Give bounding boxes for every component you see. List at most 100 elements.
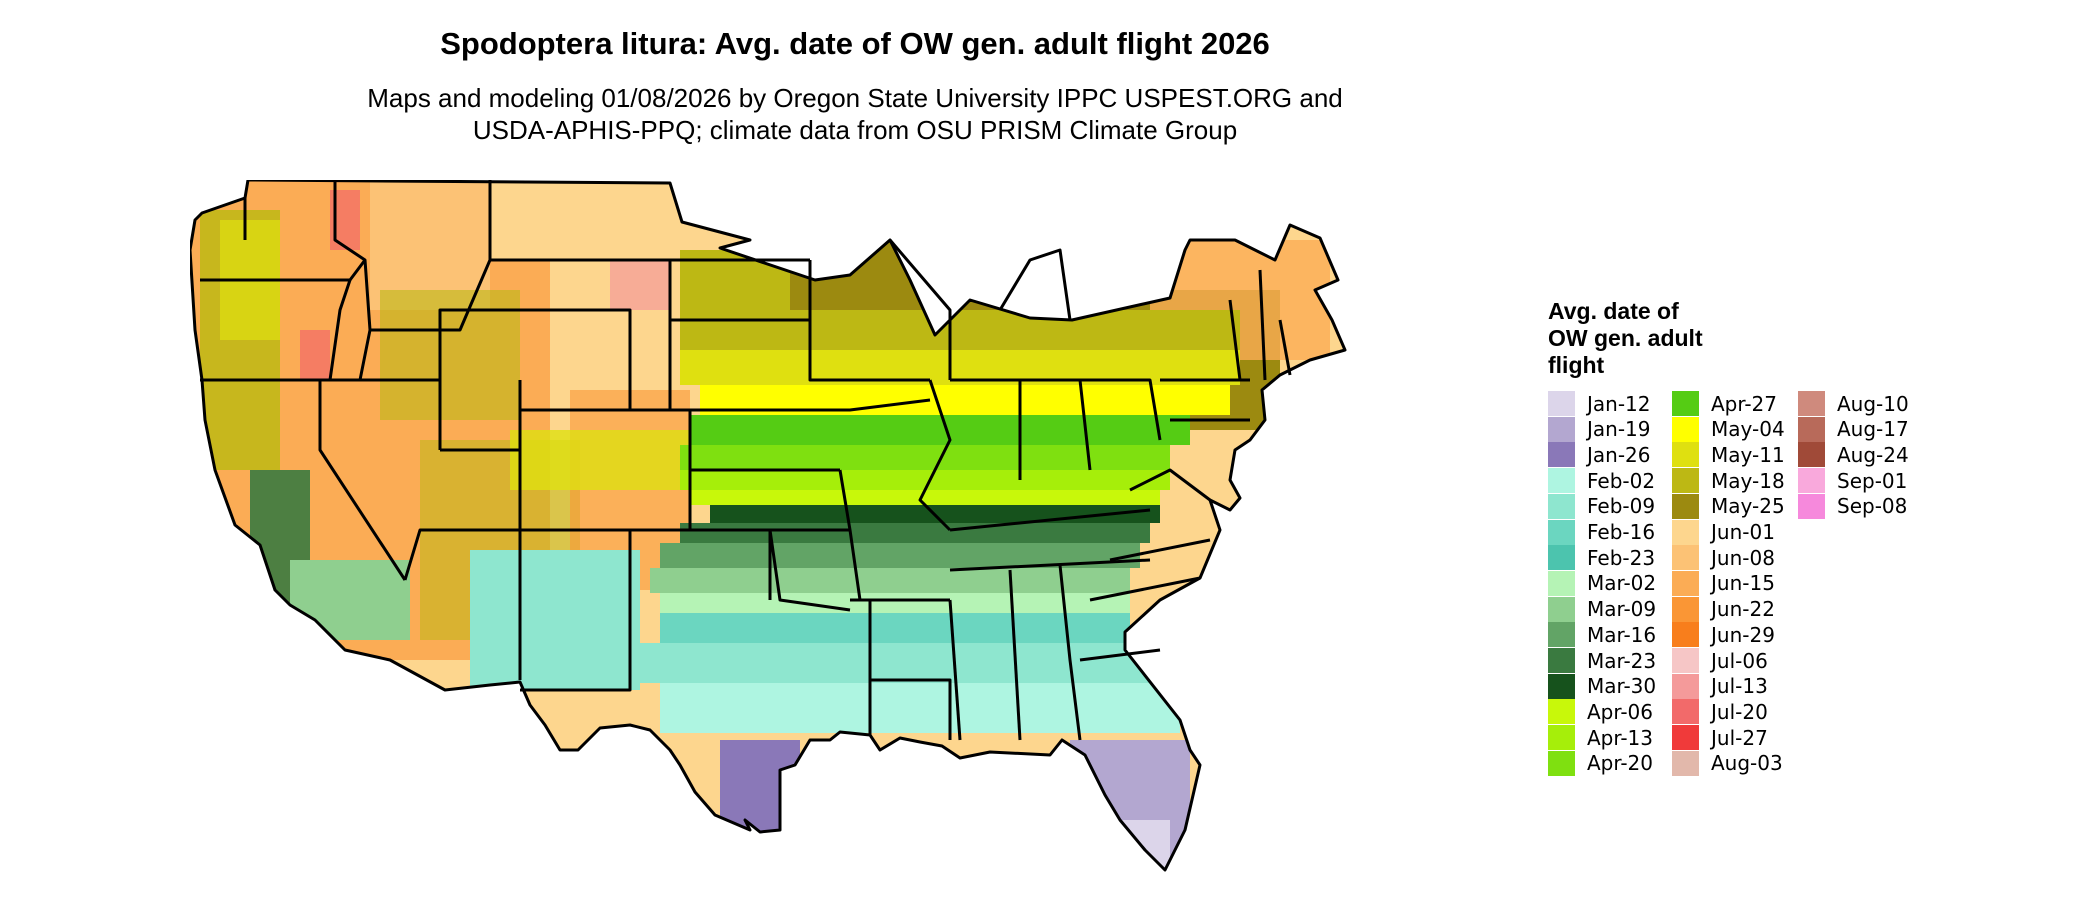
southwest-yellow [510,430,690,490]
legend-item: Sep-08 [1798,493,1908,519]
legend-swatch [1548,519,1575,545]
legend-item: Aug-24 [1798,442,1909,468]
legend-label: May-04 [1711,417,1785,442]
legend-label: Feb-02 [1587,468,1656,493]
band-apr27 [690,415,1190,445]
arizona-desert [470,550,640,690]
california-south [290,560,410,640]
legend-item: May-18 [1672,468,1785,494]
legend-item: Apr-20 [1548,750,1653,776]
legend-item: Sep-01 [1798,468,1907,494]
legend-swatch [1672,725,1699,751]
band-may18 [680,310,1240,350]
legend-swatch [1672,750,1699,776]
legend-label: Mar-16 [1587,622,1657,647]
montana-east [490,180,630,260]
legend-item: Aug-17 [1798,416,1909,442]
legend-swatch [1672,596,1699,622]
band-feb16 [660,613,1130,643]
legend-label: Mar-09 [1587,597,1657,622]
texas-tip [720,740,800,840]
legend-swatch [1672,416,1699,442]
legend-item: Feb-02 [1548,468,1656,494]
legend-swatch [1672,570,1699,596]
legend-item: May-11 [1672,442,1785,468]
legend-swatch [1672,622,1699,648]
legend-title-line-1: Avg. date of [1548,298,1679,324]
legend-swatch [1548,622,1575,648]
legend-label: Apr-27 [1711,391,1777,416]
us-map [190,180,1347,872]
legend-item: Apr-06 [1548,699,1653,725]
legend-item: Feb-16 [1548,519,1656,545]
legend-item: Mar-09 [1548,596,1657,622]
legend-swatch [1672,648,1699,673]
legend-swatch [1548,545,1575,571]
legend-item: May-25 [1672,493,1785,519]
legend-swatch [1548,570,1575,596]
legend-swatch [1672,493,1699,519]
legend-label: Jan-12 [1587,391,1651,416]
legend-item: Mar-16 [1548,622,1657,648]
legend-swatch [1548,391,1575,416]
legend-title: Avg. date of OW gen. adult flight [1548,298,1768,379]
legend-item: Feb-09 [1548,493,1655,519]
legend-label: Feb-16 [1587,520,1656,544]
state-borders [190,180,1347,872]
legend-swatch [1672,519,1699,545]
legend-label: Aug-10 [1837,391,1909,416]
legend-item: Jun-22 [1672,596,1775,622]
legend-item: Aug-03 [1672,750,1783,776]
legend-item: Jul-27 [1672,725,1768,751]
legend-item: Jun-15 [1672,570,1775,596]
band-apr06 [690,490,1160,505]
legend-label: Jun-29 [1711,622,1775,647]
legend-label: Jul-27 [1711,725,1768,750]
legend-label: Jun-08 [1711,545,1775,570]
band-apr13 [680,470,1170,490]
legend-item: Feb-23 [1548,545,1655,571]
legend-label: Jun-15 [1711,571,1775,596]
legend-swatch [1548,596,1575,622]
idaho-plain [380,290,520,420]
wyoming-high [610,260,670,310]
legend-item: Apr-13 [1548,725,1653,751]
legend-swatch [1548,750,1575,776]
legend-item: Aug-10 [1798,391,1909,416]
legend-swatch [1548,648,1575,673]
legend-label: Aug-24 [1837,442,1909,467]
legend-swatch [1798,468,1825,494]
legend-swatch [1548,468,1575,494]
legend-label: May-18 [1711,468,1785,493]
legend-swatch [1548,699,1575,725]
legend-item: Jun-08 [1672,545,1775,571]
legend-item: Apr-27 [1672,391,1777,416]
legend-item: Mar-02 [1548,570,1656,596]
legend-label: Sep-08 [1837,494,1908,519]
florida-keys [1090,820,1170,870]
legend-label: Jul-06 [1711,648,1768,673]
legend-swatch [1548,673,1575,699]
legend-swatch [1672,442,1699,468]
legend-item: Jan-26 [1548,442,1651,468]
legend-title-line-2: OW gen. adult [1548,325,1703,351]
band-mar02 [660,593,1130,613]
legend-label: Apr-20 [1587,751,1653,776]
legend-swatch [1548,725,1575,751]
legend-title-line-3: flight [1548,352,1605,378]
legend-label: Jan-19 [1587,417,1651,442]
map-subtitle: Maps and modeling 01/08/2026 by Oregon S… [0,82,1710,146]
legend-item: Jan-19 [1548,416,1651,442]
legend-label: Jun-22 [1711,597,1775,622]
legend-swatch [1798,391,1825,416]
subtitle-line-1: Maps and modeling 01/08/2026 by Oregon S… [367,83,1343,113]
band-mar09 [650,568,1130,593]
legend-item: Jun-29 [1672,622,1775,648]
legend-swatch [1672,468,1699,494]
legend-label: Mar-23 [1587,648,1657,673]
legend-swatch [1798,416,1825,442]
legend-item: Jan-12 [1548,391,1651,416]
legend-swatch [1672,673,1699,699]
legend-item: Jul-20 [1672,699,1768,725]
north-dakota [670,180,850,260]
